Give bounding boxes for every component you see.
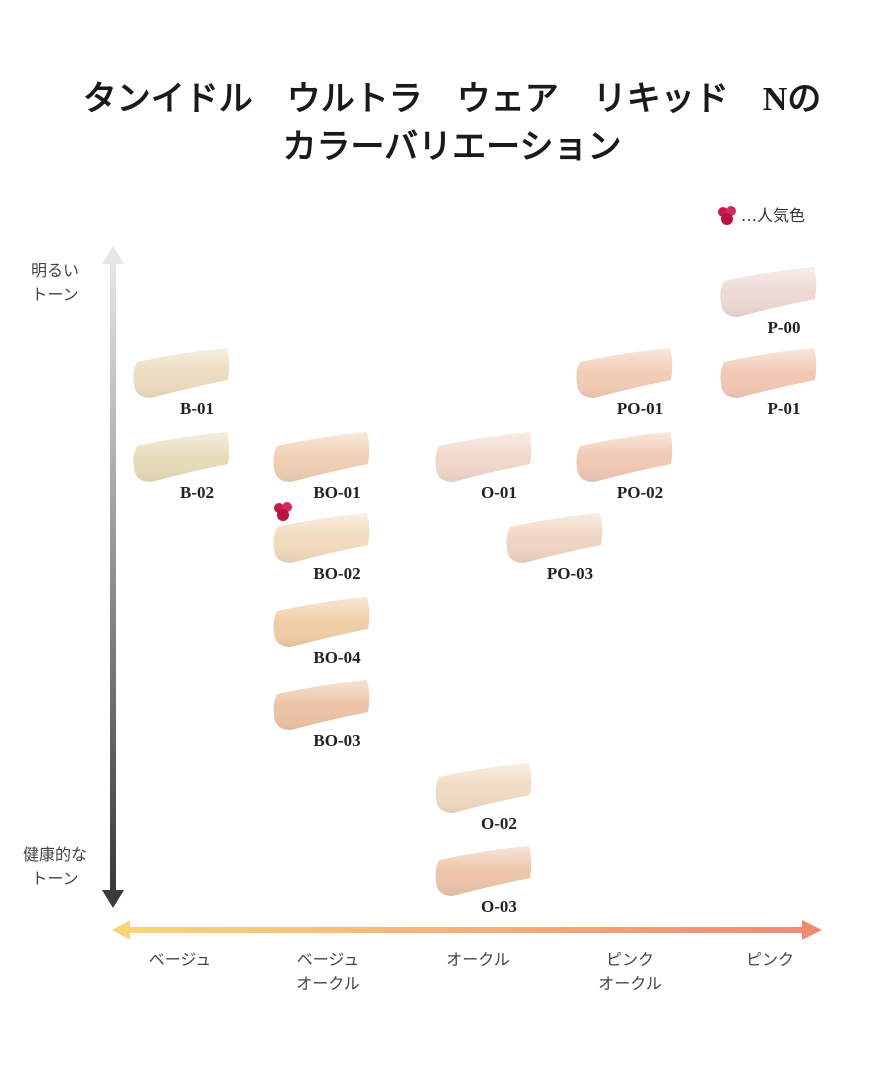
vertical-arrow xyxy=(110,262,116,890)
swatch-label: O-01 xyxy=(481,483,517,502)
swatch: O-03 xyxy=(435,846,532,916)
legend-text: …人気色 xyxy=(741,206,805,225)
swatch-label: BO-03 xyxy=(313,731,360,750)
arrow-head xyxy=(102,246,124,264)
category-label: オークル xyxy=(446,950,510,969)
swatch: PO-02 xyxy=(576,432,673,502)
swatch: P-01 xyxy=(720,348,817,418)
swatch-shine xyxy=(273,513,370,563)
swatch-shine xyxy=(435,763,532,813)
swatch: P-00 xyxy=(720,267,817,337)
category-label: ピンク xyxy=(746,950,794,969)
swatch-shine xyxy=(435,846,532,896)
axis-label: 明るいトーン xyxy=(31,261,79,304)
title-line: カラーバリエーション xyxy=(283,129,622,166)
swatch: O-01 xyxy=(435,432,532,502)
swatch-label: B-02 xyxy=(180,483,214,502)
swatch-shine xyxy=(576,432,673,482)
horizontal-arrow xyxy=(128,927,803,933)
swatch-label: PO-02 xyxy=(617,483,663,502)
swatch-label: O-02 xyxy=(481,814,517,833)
swatch-label: O-03 xyxy=(481,897,517,916)
swatch-shine xyxy=(435,432,532,482)
popular-icon xyxy=(274,502,292,521)
swatch: O-02 xyxy=(435,763,532,833)
swatch-shine xyxy=(720,348,817,398)
swatch-label: PO-03 xyxy=(547,564,593,583)
swatch-label: P-01 xyxy=(767,399,800,418)
arrow-head xyxy=(112,920,130,940)
swatch: BO-02 xyxy=(273,502,370,583)
arrow-head xyxy=(802,920,822,940)
swatch-label: BO-04 xyxy=(313,648,361,667)
swatch-label: BO-01 xyxy=(313,483,360,502)
swatch-shine xyxy=(273,597,370,647)
swatch-label: B-01 xyxy=(180,399,214,418)
swatch-shine xyxy=(133,348,230,398)
category-label: ベージュ xyxy=(149,950,212,969)
swatch-shine xyxy=(576,348,673,398)
swatch: BO-01 xyxy=(273,432,370,502)
title-line: タンイドル ウルトラ ウェア リキッド Nの xyxy=(83,81,822,118)
category-label: ピンクオークル xyxy=(598,950,662,993)
swatch: BO-04 xyxy=(273,597,370,667)
swatch: PO-03 xyxy=(506,513,603,583)
popular-icon xyxy=(718,206,736,225)
swatch: PO-01 xyxy=(576,348,673,418)
swatch-shine xyxy=(273,680,370,730)
swatch-label: P-00 xyxy=(767,318,800,337)
swatch-shine xyxy=(273,432,370,482)
swatch: B-01 xyxy=(133,348,230,418)
swatch-shine xyxy=(506,513,603,563)
swatch-label: BO-02 xyxy=(313,564,360,583)
arrow-head xyxy=(102,890,124,908)
swatch-shine xyxy=(133,432,230,482)
swatch: BO-03 xyxy=(273,680,370,750)
swatch-shine xyxy=(720,267,817,317)
axis-label: 健康的なトーン xyxy=(23,845,87,888)
swatch-label: PO-01 xyxy=(617,399,663,418)
category-label: ベージュオークル xyxy=(296,950,360,993)
swatch: B-02 xyxy=(133,432,230,502)
